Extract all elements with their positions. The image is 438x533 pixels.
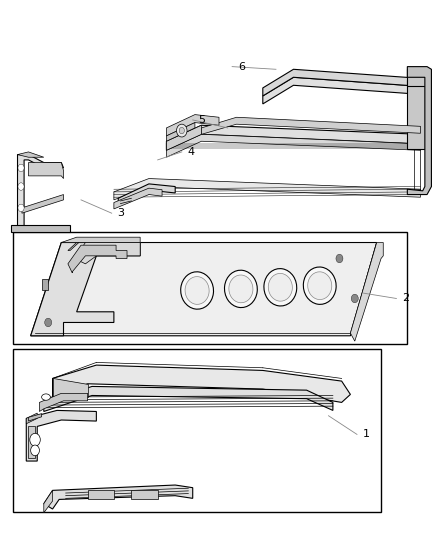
Polygon shape [407, 67, 431, 195]
Bar [13, 232, 407, 344]
Polygon shape [28, 426, 35, 458]
Circle shape [31, 445, 39, 456]
Ellipse shape [181, 272, 213, 309]
Polygon shape [74, 243, 140, 264]
Polygon shape [166, 125, 420, 150]
Text: 6: 6 [238, 62, 245, 71]
Polygon shape [263, 77, 429, 104]
Polygon shape [11, 225, 70, 232]
Polygon shape [201, 117, 420, 134]
Bar [42, 279, 48, 290]
Ellipse shape [229, 275, 253, 303]
Polygon shape [39, 393, 88, 411]
Polygon shape [350, 243, 383, 341]
Ellipse shape [308, 272, 332, 300]
Polygon shape [114, 179, 420, 200]
Polygon shape [28, 163, 64, 179]
Bar [13, 349, 381, 512]
Polygon shape [166, 115, 219, 136]
Circle shape [18, 183, 24, 190]
Polygon shape [26, 413, 37, 424]
Ellipse shape [304, 267, 336, 304]
Polygon shape [31, 243, 140, 336]
Ellipse shape [185, 277, 209, 304]
Polygon shape [28, 414, 42, 421]
Polygon shape [22, 195, 64, 213]
Polygon shape [68, 245, 127, 273]
Polygon shape [18, 155, 64, 229]
Text: 4: 4 [187, 147, 194, 157]
Polygon shape [118, 184, 175, 204]
Polygon shape [44, 485, 193, 509]
Ellipse shape [268, 273, 292, 301]
Circle shape [30, 433, 40, 446]
Polygon shape [18, 152, 44, 157]
Circle shape [18, 204, 24, 212]
Polygon shape [53, 365, 350, 402]
Text: 3: 3 [117, 208, 124, 218]
Circle shape [179, 127, 184, 134]
Circle shape [177, 124, 187, 137]
Circle shape [336, 254, 343, 263]
Circle shape [45, 318, 52, 327]
Text: 1: 1 [363, 430, 370, 439]
Polygon shape [166, 123, 195, 141]
Ellipse shape [42, 394, 50, 400]
Polygon shape [407, 80, 425, 149]
Polygon shape [44, 386, 333, 411]
Polygon shape [31, 243, 377, 336]
Polygon shape [53, 378, 88, 397]
Ellipse shape [225, 270, 257, 308]
Polygon shape [166, 125, 201, 150]
Text: 2: 2 [402, 294, 409, 303]
Polygon shape [263, 69, 429, 96]
Polygon shape [166, 134, 420, 157]
Bar [131, 490, 158, 499]
Polygon shape [44, 490, 53, 513]
Text: 5: 5 [198, 115, 205, 125]
Polygon shape [26, 410, 96, 461]
Polygon shape [61, 237, 140, 243]
Polygon shape [407, 69, 429, 86]
Circle shape [18, 164, 24, 172]
Circle shape [351, 294, 358, 303]
Bar [88, 490, 114, 499]
Polygon shape [114, 188, 162, 209]
Ellipse shape [264, 269, 297, 306]
Polygon shape [68, 243, 79, 251]
